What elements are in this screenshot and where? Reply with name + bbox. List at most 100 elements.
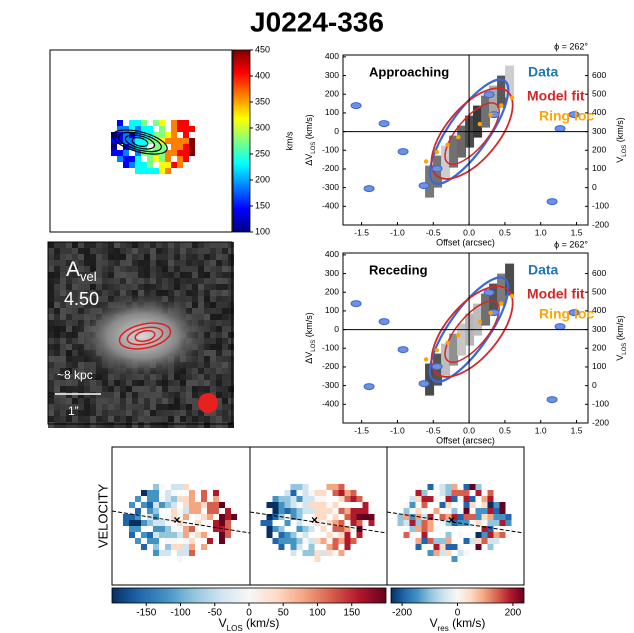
- x-tick-label: -1.0: [390, 425, 405, 435]
- image-pixel: [192, 272, 198, 278]
- map-pixel: [320, 538, 327, 544]
- colorbar-tick-label: 100: [309, 608, 326, 619]
- image-pixel: [120, 422, 126, 428]
- image-pixel: [180, 398, 186, 404]
- map-pixel: [171, 132, 177, 138]
- map-pixel: [481, 508, 488, 514]
- image-pixel: [60, 296, 66, 302]
- image-pixel: [222, 368, 228, 374]
- image-pixel: [150, 242, 156, 248]
- map-pixel: [171, 144, 177, 150]
- image-pixel: [102, 398, 108, 404]
- image-pixel: [144, 380, 150, 386]
- image-pixel: [150, 422, 156, 428]
- image-pixel: [174, 242, 180, 248]
- map-pixel: [499, 502, 506, 508]
- map-pixel: [451, 496, 458, 502]
- image-pixel: [54, 344, 60, 350]
- image-pixel: [186, 410, 192, 416]
- image-pixel: [222, 392, 228, 398]
- map-pixel: [409, 508, 416, 514]
- map-pixel: [433, 484, 440, 490]
- map-pixel: [141, 120, 147, 126]
- image-pixel: [144, 398, 150, 404]
- image-pixel: [96, 296, 102, 302]
- map-pixel: [272, 502, 279, 508]
- map-pixel: [171, 126, 177, 132]
- image-pixel: [174, 254, 180, 260]
- image-pixel: [54, 416, 60, 422]
- image-pixel: [78, 266, 84, 272]
- map-pixel: [165, 544, 171, 550]
- map-pixel: [332, 484, 339, 490]
- map-pixel: [463, 496, 470, 502]
- image-pixel: [126, 392, 132, 398]
- center-marker: ×: [173, 513, 180, 527]
- map-pixel: [135, 162, 141, 168]
- map-pixel: [147, 502, 153, 508]
- map-pixel: [308, 508, 315, 514]
- image-pixel: [222, 326, 228, 332]
- image-pixel: [204, 356, 210, 362]
- image-pixel: [174, 290, 180, 296]
- image-annotation: 1”: [68, 404, 79, 418]
- image-pixel: [72, 284, 78, 290]
- image-pixel: [132, 422, 138, 428]
- map-pixel: [165, 526, 171, 532]
- map-pixel: [344, 514, 351, 520]
- image-pixel: [222, 332, 228, 338]
- image-pixel: [210, 314, 216, 320]
- image-pixel: [60, 254, 66, 260]
- panel-label: Approaching: [369, 64, 449, 79]
- map-pixel: [296, 502, 303, 508]
- data-blob: [363, 383, 375, 391]
- map-pixel: [171, 538, 177, 544]
- image-pixel: [72, 302, 78, 308]
- image-pixel: [66, 356, 72, 362]
- image-pixel: [84, 416, 90, 422]
- image-pixel: [96, 248, 102, 254]
- map-pixel: [403, 502, 410, 508]
- map-pixel: [439, 514, 446, 520]
- map-pixel: [320, 508, 327, 514]
- image-pixel: [132, 260, 138, 266]
- map-pixel: [183, 156, 189, 162]
- map-pixel: [135, 156, 141, 162]
- image-pixel: [48, 398, 54, 404]
- map-pixel: [314, 520, 321, 526]
- image-pixel: [228, 254, 234, 260]
- map-pixel: [153, 538, 159, 544]
- image-pixel: [102, 254, 108, 260]
- map-pixel: [189, 532, 195, 538]
- image-pixel: [156, 266, 162, 272]
- y2-tick-label: 400: [592, 305, 606, 315]
- image-pixel: [204, 242, 210, 248]
- image-pixel: [48, 272, 54, 278]
- map-pixel: [195, 520, 201, 526]
- map-pixel: [409, 538, 416, 544]
- image-pixel: [198, 266, 204, 272]
- image-pixel: [90, 242, 96, 248]
- image-pixel: [180, 380, 186, 386]
- map-pixel: [165, 502, 171, 508]
- y2-axis-label-part: V: [615, 157, 625, 163]
- image-pixel: [228, 332, 234, 338]
- map-pixel: [266, 520, 273, 526]
- map-pixel: [415, 520, 422, 526]
- image-pixel: [120, 380, 126, 386]
- image-pixel: [216, 416, 222, 422]
- map-pixel: [123, 150, 129, 156]
- map-pixel: [487, 526, 494, 532]
- contour: [118, 322, 172, 350]
- image-pixel: [210, 410, 216, 416]
- image-pixel: [126, 254, 132, 260]
- image-pixel: [138, 284, 144, 290]
- image-pixel: [204, 368, 210, 374]
- map-pixel: [165, 520, 171, 526]
- image-pixel: [66, 326, 72, 332]
- map-pixel: [135, 496, 141, 502]
- image-pixel: [120, 272, 126, 278]
- image-pixel: [78, 296, 84, 302]
- map-pixel: [356, 520, 363, 526]
- image-pixel: [210, 296, 216, 302]
